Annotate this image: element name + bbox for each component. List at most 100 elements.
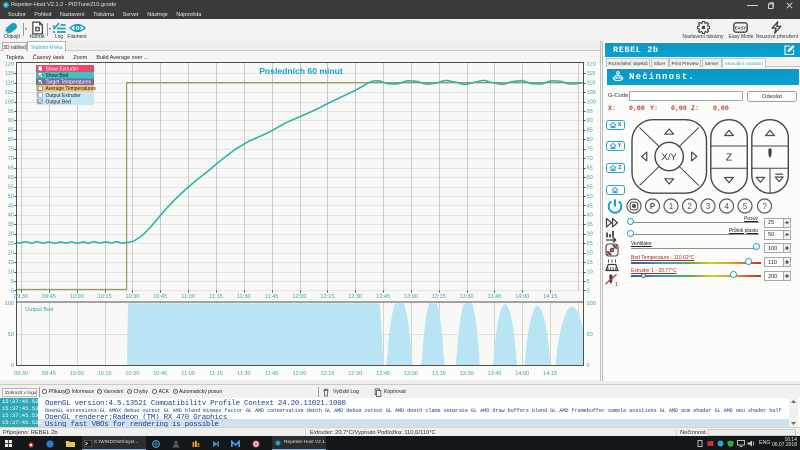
svg-text:Target Temperatures: Target Temperatures bbox=[46, 80, 92, 86]
svg-text:13:00: 13:00 bbox=[404, 371, 418, 377]
svg-text:14:00: 14:00 bbox=[515, 371, 529, 377]
svg-text:Show Extruder: Show Extruder bbox=[46, 66, 79, 72]
svg-text:65: 65 bbox=[587, 165, 593, 171]
svg-text:80: 80 bbox=[587, 137, 593, 143]
svg-text:EASY: EASY bbox=[735, 25, 747, 30]
svg-text:11:00: 11:00 bbox=[181, 294, 195, 300]
svg-text:12:30: 12:30 bbox=[348, 371, 362, 377]
svg-text:13:30: 13:30 bbox=[460, 294, 474, 300]
svg-text:09:30: 09:30 bbox=[14, 371, 28, 377]
svg-text:Average Temperatures: Average Temperatures bbox=[46, 86, 97, 92]
svg-text:55: 55 bbox=[587, 184, 593, 190]
svg-text:13:15: 13:15 bbox=[432, 371, 446, 377]
svg-text:09:45: 09:45 bbox=[42, 294, 56, 300]
svg-text:25: 25 bbox=[8, 241, 14, 247]
svg-text:12:00: 12:00 bbox=[293, 294, 307, 300]
svg-text:10: 10 bbox=[587, 269, 593, 275]
svg-text:90: 90 bbox=[8, 118, 14, 124]
svg-text:80: 80 bbox=[8, 137, 14, 143]
svg-text:11:30: 11:30 bbox=[237, 294, 251, 300]
svg-text:09:30: 09:30 bbox=[14, 294, 28, 300]
svg-text:20: 20 bbox=[8, 251, 14, 257]
svg-text:13:00: 13:00 bbox=[404, 294, 418, 300]
svg-text:0: 0 bbox=[11, 288, 14, 294]
svg-text:12:00: 12:00 bbox=[293, 371, 307, 377]
svg-text:11:00: 11:00 bbox=[181, 371, 195, 377]
svg-text:85: 85 bbox=[587, 128, 593, 134]
svg-text:120: 120 bbox=[587, 62, 596, 68]
svg-text:12:45: 12:45 bbox=[376, 294, 390, 300]
svg-text:0: 0 bbox=[587, 288, 590, 294]
svg-text:120: 120 bbox=[5, 62, 14, 68]
svg-text:50: 50 bbox=[8, 194, 14, 200]
svg-text:100: 100 bbox=[587, 301, 596, 307]
svg-text:12:15: 12:15 bbox=[320, 371, 334, 377]
svg-text:115: 115 bbox=[587, 71, 596, 77]
svg-text:Output Bed: Output Bed bbox=[25, 307, 53, 313]
svg-text:85: 85 bbox=[8, 128, 14, 134]
svg-text:95: 95 bbox=[587, 109, 593, 115]
svg-text:11:15: 11:15 bbox=[209, 294, 223, 300]
svg-text:95: 95 bbox=[8, 109, 14, 115]
svg-text:Show Bed: Show Bed bbox=[46, 73, 69, 79]
svg-text:20: 20 bbox=[587, 251, 593, 257]
svg-text:Posledních 60 minut: Posledních 60 minut bbox=[259, 66, 343, 76]
svg-text:11:15: 11:15 bbox=[209, 371, 223, 377]
svg-text:1: 1 bbox=[669, 202, 673, 211]
svg-text:0: 0 bbox=[11, 363, 14, 369]
svg-text:70: 70 bbox=[587, 156, 593, 162]
svg-text:11:30: 11:30 bbox=[237, 371, 251, 377]
svg-text:10:00: 10:00 bbox=[70, 371, 84, 377]
svg-text:5: 5 bbox=[743, 202, 748, 211]
svg-text:11:45: 11:45 bbox=[265, 371, 279, 377]
svg-text:12:15: 12:15 bbox=[320, 294, 334, 300]
svg-text:0: 0 bbox=[587, 363, 590, 369]
svg-text:10:00: 10:00 bbox=[70, 294, 84, 300]
svg-text:14:00: 14:00 bbox=[515, 294, 529, 300]
svg-text:115: 115 bbox=[5, 71, 14, 77]
svg-text:12:30: 12:30 bbox=[348, 294, 362, 300]
svg-text:100: 100 bbox=[5, 301, 14, 307]
svg-text:50: 50 bbox=[8, 332, 14, 338]
svg-text:12:45: 12:45 bbox=[376, 371, 390, 377]
svg-text:60: 60 bbox=[8, 175, 14, 181]
svg-text:13:45: 13:45 bbox=[488, 371, 502, 377]
svg-text:10:45: 10:45 bbox=[153, 371, 167, 377]
svg-text:5: 5 bbox=[587, 279, 590, 285]
svg-text:2: 2 bbox=[687, 202, 691, 211]
svg-text:50: 50 bbox=[587, 332, 593, 338]
svg-text:40: 40 bbox=[587, 213, 593, 219]
svg-text:10:30: 10:30 bbox=[125, 371, 139, 377]
svg-text:15: 15 bbox=[8, 260, 14, 266]
svg-text:10:30: 10:30 bbox=[125, 294, 139, 300]
svg-text:75: 75 bbox=[587, 147, 593, 153]
svg-text:10: 10 bbox=[8, 269, 14, 275]
svg-text:P: P bbox=[650, 202, 655, 211]
svg-text:15: 15 bbox=[587, 260, 593, 266]
svg-text:30: 30 bbox=[587, 232, 593, 238]
svg-text:10:15: 10:15 bbox=[98, 294, 112, 300]
svg-text:Output Bed: Output Bed bbox=[46, 99, 72, 105]
svg-text:11:45: 11:45 bbox=[265, 294, 279, 300]
svg-text:65: 65 bbox=[8, 165, 14, 171]
svg-text:4: 4 bbox=[724, 202, 729, 211]
svg-text:?: ? bbox=[762, 202, 767, 211]
svg-text:105: 105 bbox=[587, 90, 596, 96]
svg-text:14:15: 14:15 bbox=[543, 371, 557, 377]
svg-text:75: 75 bbox=[8, 147, 14, 153]
svg-text:14:15: 14:15 bbox=[543, 294, 557, 300]
svg-text:40: 40 bbox=[8, 213, 14, 219]
svg-text:100: 100 bbox=[587, 99, 596, 105]
svg-text:60: 60 bbox=[587, 175, 593, 181]
svg-text:35: 35 bbox=[8, 222, 14, 228]
svg-text:09:45: 09:45 bbox=[42, 371, 56, 377]
svg-text:105: 105 bbox=[5, 90, 14, 96]
svg-text:Output Extruder: Output Extruder bbox=[46, 93, 82, 99]
svg-text:13:30: 13:30 bbox=[460, 371, 474, 377]
svg-text:Z: Z bbox=[726, 152, 733, 164]
svg-text:5: 5 bbox=[11, 279, 14, 285]
svg-text:100: 100 bbox=[5, 99, 14, 105]
svg-text:45: 45 bbox=[8, 203, 14, 209]
svg-text:45: 45 bbox=[587, 203, 593, 209]
svg-text:55: 55 bbox=[8, 184, 14, 190]
